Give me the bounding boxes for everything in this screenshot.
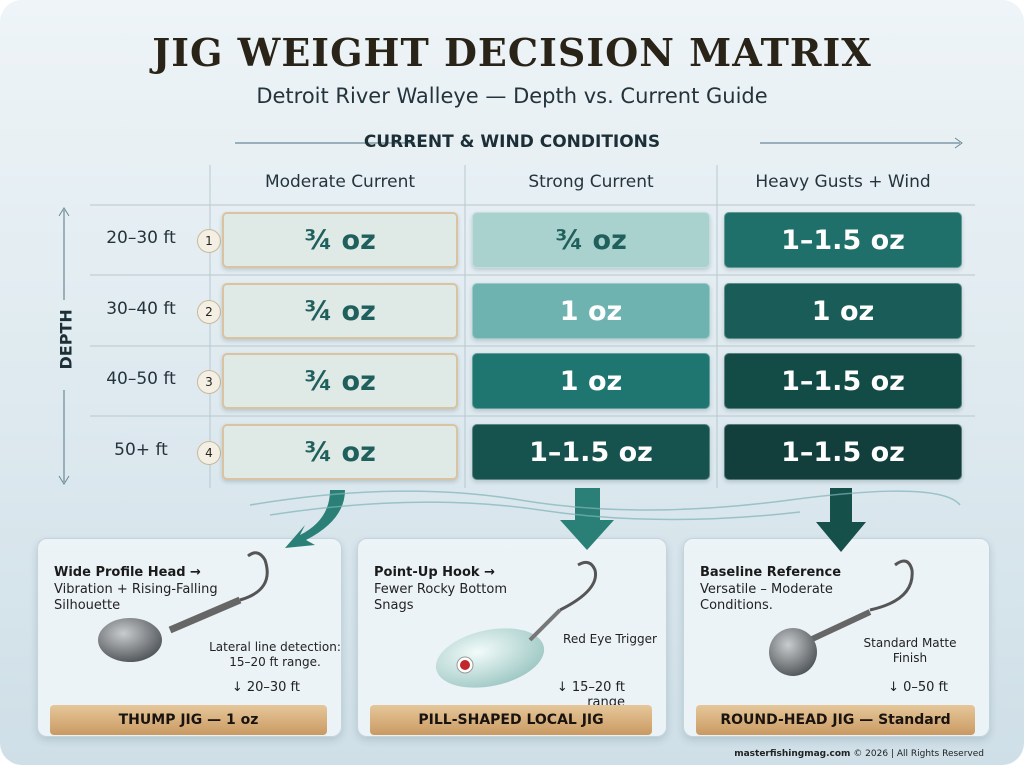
card-callout-text: Fewer Rocky Bottom Snags: [374, 582, 507, 613]
card-depth: ↓ 0–50 ft: [888, 680, 948, 695]
footer: masterfishingmag.com © 2026 | All Rights…: [734, 749, 984, 759]
card-depth: ↓ 20–30 ft: [231, 680, 300, 695]
jig-name-banner: THUMP JIG — 1 oz: [50, 705, 327, 735]
row-index: 2: [197, 300, 221, 324]
card-callout-title: Baseline Reference: [700, 565, 842, 580]
footer-site: masterfishingmag.com: [734, 749, 851, 759]
weight-cell: 1–1.5 oz: [472, 424, 710, 480]
jig-name-banner: ROUND-HEAD JIG — Standard: [696, 705, 975, 735]
card-callout-text: Vibration + Rising-Falling Silhouette: [54, 582, 218, 613]
depth-label: 20–30 ft: [106, 228, 176, 248]
depth-label: 30–40 ft: [106, 299, 176, 319]
card-note: Lateral line detection: 15–20 ft range.: [209, 640, 341, 669]
column-header: Strong Current: [528, 172, 654, 192]
jig-card: [683, 538, 990, 737]
card-note: Red Eye Trigger: [563, 632, 657, 646]
card-callout-title: Wide Profile Head →: [54, 565, 201, 580]
jig-card: [37, 538, 342, 737]
weight-cell: ¾ oz: [222, 283, 458, 339]
depth-label: 50+ ft: [114, 440, 168, 460]
weight-cell: ¾ oz: [472, 212, 710, 268]
row-index: 1: [197, 229, 221, 253]
weight-cell: 1–1.5 oz: [724, 212, 962, 268]
weight-cell: ¾ oz: [222, 353, 458, 409]
row-index: 3: [197, 370, 221, 394]
weight-cell: 1 oz: [472, 283, 710, 339]
column-header: Moderate Current: [264, 172, 416, 192]
weight-cell: 1–1.5 oz: [724, 424, 962, 480]
column-header: Heavy Gusts + Wind: [755, 172, 931, 192]
card-callout-title: Point-Up Hook →: [374, 565, 495, 580]
footer-rights: © 2026 | All Rights Reserved: [853, 749, 984, 759]
row-group-label: DEPTH: [56, 309, 76, 370]
depth-label: 40–50 ft: [106, 369, 176, 389]
subtitle: Detroit River Walleye — Depth vs. Curren…: [256, 84, 768, 108]
row-index: 4: [197, 441, 221, 465]
weight-cell: ¾ oz: [222, 212, 458, 268]
card-callout-text: Versatile – Moderate Conditions.: [700, 582, 833, 613]
weight-cell: 1 oz: [724, 283, 962, 339]
card-note: Standard Matte Finish: [863, 636, 957, 665]
jig-name-banner: PILL-SHAPED LOCAL JIG: [370, 705, 652, 735]
weight-cell: 1–1.5 oz: [724, 353, 962, 409]
weight-cell: ¾ oz: [222, 424, 458, 480]
column-group-label: CURRENT & WIND CONDITIONS: [363, 132, 661, 152]
title: JIG WEIGHT DECISION MATRIX: [152, 30, 872, 75]
weight-cell: 1 oz: [472, 353, 710, 409]
